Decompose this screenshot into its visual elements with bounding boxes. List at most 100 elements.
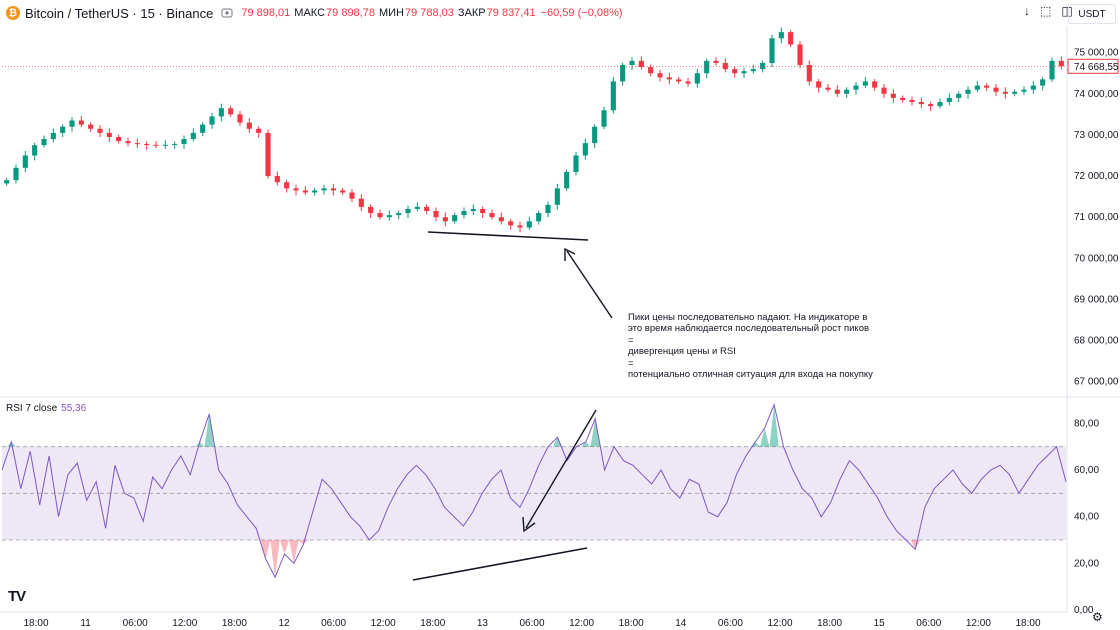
candle — [704, 60, 710, 74]
candle — [116, 136, 122, 142]
fullscreen-icon[interactable]: ⬚ — [1040, 4, 1052, 18]
time-tick-label: 06:00 — [916, 618, 941, 629]
price-tick-label: 72 000,00 — [1074, 171, 1119, 182]
arrow-head — [522, 516, 536, 533]
candle — [592, 126, 598, 144]
rsi-title: RSI 7 close — [6, 403, 58, 414]
candle — [452, 215, 458, 222]
last-price-label: 74 668,55 — [1074, 62, 1119, 73]
time-tick-label: 13 — [477, 618, 489, 629]
candle — [246, 122, 252, 129]
candle — [396, 213, 402, 216]
candle — [386, 215, 392, 218]
candle — [134, 143, 140, 145]
candle — [153, 144, 159, 146]
rsi-overbought-fill — [759, 428, 770, 447]
candle — [629, 60, 635, 66]
price-tick-label: 71 000,00 — [1074, 212, 1119, 223]
candle — [610, 81, 616, 111]
candle — [928, 104, 934, 107]
candle — [918, 102, 924, 105]
time-tick-label: 18:00 — [619, 618, 644, 629]
annotation-arrow-top — [566, 250, 613, 319]
candle — [909, 99, 915, 103]
last-price-tag — [1067, 58, 1119, 74]
candle — [554, 188, 560, 205]
candle — [78, 120, 84, 125]
time-tick-label: 12:00 — [966, 618, 991, 629]
rsi-oversold-fill — [279, 540, 290, 554]
annotation-line: = — [628, 334, 634, 346]
candle — [937, 102, 943, 107]
candle — [106, 132, 112, 137]
candle — [302, 190, 308, 193]
annotation-line: дивергенция цены и RSI — [628, 346, 736, 358]
rsi-tick-label: 40,00 — [1074, 512, 1099, 523]
time-tick-label: 06:00 — [718, 618, 743, 629]
candle — [769, 38, 775, 63]
candle — [685, 81, 691, 84]
rsi-overbought-fill — [769, 404, 779, 447]
candle — [41, 139, 47, 146]
candle — [88, 124, 94, 129]
rsi-oversold-fill — [270, 540, 280, 578]
ohlc-high-value: 79 898,78 — [326, 7, 375, 19]
candle — [414, 206, 420, 209]
chart-tools: ↓ ⬚ ◫ — [1024, 4, 1073, 18]
time-tick-label: 18:00 — [23, 618, 48, 629]
candle — [694, 73, 700, 84]
time-tick-label: 12:00 — [371, 618, 396, 629]
ohlc-close-value: 79 837,41 — [486, 7, 536, 19]
candle — [97, 128, 103, 133]
candle — [741, 71, 747, 74]
candle — [853, 85, 859, 90]
candle — [564, 171, 570, 189]
time-tick-label: 18:00 — [420, 618, 445, 629]
candle — [573, 155, 579, 172]
candle — [424, 206, 430, 211]
camera-icon[interactable]: ◫ — [1061, 4, 1073, 18]
eye-icon[interactable] — [221, 7, 233, 19]
rsi-overbought-fill — [590, 418, 600, 447]
candle — [1012, 91, 1018, 94]
time-tick-label: 12 — [278, 618, 290, 629]
candle — [265, 132, 271, 177]
time-tick-label: 12:00 — [767, 618, 792, 629]
annotation-line: Пики цены последовательно падают. На инд… — [628, 312, 868, 323]
time-tick-label: 12:00 — [569, 618, 594, 629]
currency-selector[interactable]: USDT — [1068, 4, 1116, 24]
ohlc-open-value: 79 898,01 — [241, 7, 291, 19]
price-tick-label: 75 000,00 — [1074, 48, 1119, 59]
candle — [69, 120, 75, 127]
rsi-tick-label: 60,00 — [1074, 465, 1099, 476]
ohlc-change: −60,59 (−0,08%) — [540, 7, 623, 19]
rsi-tick-label: 80,00 — [1074, 418, 1099, 429]
candle — [200, 124, 206, 133]
candle — [312, 190, 318, 193]
gear-icon[interactable]: ⚙ — [1092, 610, 1103, 624]
candle — [209, 116, 215, 125]
rsi-tick-label: 0,00 — [1074, 605, 1094, 616]
price-trendline — [427, 231, 589, 241]
ohlc-high-label: МАКС — [294, 7, 326, 19]
candle — [881, 87, 887, 94]
bitcoin-logo-icon: ₿ — [6, 6, 20, 20]
rsi-value: 55,36 — [61, 403, 87, 414]
candle — [545, 204, 551, 214]
candle — [50, 132, 56, 140]
rsi-overbought-fill — [195, 442, 205, 447]
download-arrow-icon[interactable]: ↓ — [1024, 4, 1030, 18]
candle — [433, 211, 439, 218]
ohlc-low-value: 79 788,03 — [404, 7, 454, 19]
time-tick-label: 14 — [675, 618, 687, 629]
candle — [508, 221, 514, 226]
ohlc-low-label: МИН — [378, 7, 404, 19]
candle — [190, 132, 196, 140]
rsi-legend[interactable]: RSI 7 close 55,36 — [6, 403, 86, 414]
symbol-title[interactable]: Bitcoin / TetherUS · 15 · Binance — [25, 5, 214, 21]
chart-header: ₿ Bitcoin / TetherUS · 15 · Binance 79 8… — [0, 0, 1060, 26]
candle — [405, 208, 411, 214]
rsi-oversold-fill — [260, 540, 271, 559]
candle — [1021, 89, 1027, 92]
